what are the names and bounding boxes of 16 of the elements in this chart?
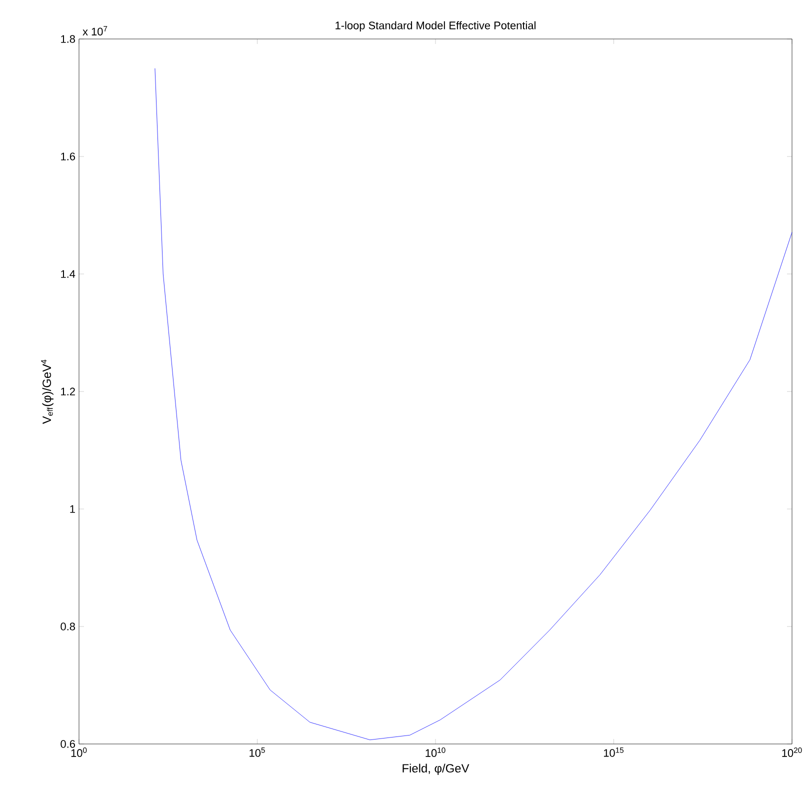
y-tick-label: 0.8 [60,622,76,630]
y-tick-label: 1.6 [61,152,76,160]
x-axis-title: Field, φ/GeV [402,764,470,775]
y-tick-label: 1 [70,505,75,513]
y-tick-label: 1.2 [61,388,75,396]
x-tick-label: 10$^{15}$ [604,748,624,757]
x-tick-label: 10$^{0}$ [71,748,87,757]
y-tick-label: 1.8 [61,35,76,43]
x-tick-label: 10$^{10}$ [426,748,446,757]
chart-title: 1-loop Standard Model Effective Potential [336,21,536,32]
text: x 10$^{7}$ [82,26,108,36]
y-tick-label: 0.6 [60,740,76,748]
y-tick-label: 1.4 [61,270,76,278]
x-tick-label: 10$^{5}$ [250,748,265,757]
y-axis-title: V$_{eff}$(φ)/GeV$^{4}$ [41,360,54,424]
x-tick-label: 10$^{20}$ [782,748,802,757]
